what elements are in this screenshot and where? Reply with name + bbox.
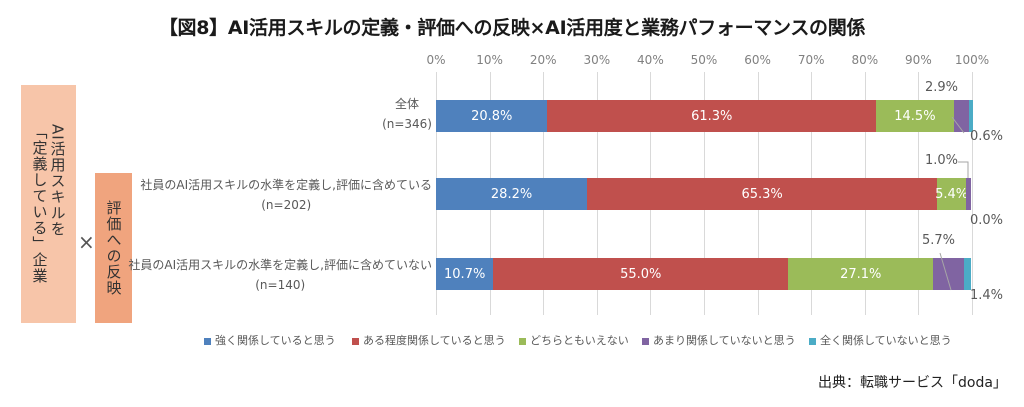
data-label-inside: 28.2%: [490, 186, 533, 202]
x-tick-label: 70%: [797, 53, 825, 67]
legend-item-not-very-related: あまり関係していないと思う: [642, 333, 796, 349]
data-label-inside: 61.3%: [691, 108, 733, 124]
group-label-evaluation-text: 評価への反映: [104, 200, 123, 296]
legend-label: 強く関係していると思う: [215, 334, 336, 347]
legend-swatch-icon: [809, 337, 816, 345]
bar-segment: 14.5%: [876, 100, 954, 132]
data-label-outside: 0.0%: [970, 213, 1004, 228]
data-label-outside: 5.7%: [922, 233, 956, 248]
data-label-outside: 0.6%: [970, 129, 1004, 144]
data-label-outside: 1.4%: [970, 288, 1004, 303]
chart-title: 【図8】AI活用スキルの定義・評価への反映×AI活用度と業務パフォーマンスの関係: [158, 17, 866, 39]
legend-swatch-icon: [352, 337, 359, 345]
group-label-defined-companies: AI活用スキルを 「定義している」企業: [21, 85, 76, 323]
x-tick-label: 10%: [476, 53, 503, 67]
bar-segment: [969, 100, 973, 132]
bar-segment: [963, 258, 972, 290]
bar-segment: 61.3%: [547, 100, 877, 132]
bar-segment: 20.8%: [436, 100, 548, 132]
category-label-defined-not-evaluated: 社員のAI活用スキルの水準を定義し,評価に含めていない (n=140): [128, 255, 432, 295]
x-tick-label: 20%: [529, 53, 557, 67]
bar-segment: [966, 178, 972, 210]
bar-segment: [933, 258, 964, 290]
gridline: [972, 72, 973, 315]
category-label-line1: 社員のAI活用スキルの水準を定義し,評価に含めている: [140, 178, 432, 192]
legend-item-neutral: どちらともいえない: [519, 333, 629, 349]
category-label-defined-evaluated: 社員のAI活用スキルの水準を定義し,評価に含めている (n=202): [140, 175, 432, 215]
category-label-overall: 全体 (n=346): [382, 94, 432, 134]
bar-segment: 55.0%: [493, 258, 789, 290]
category-label-line1: 社員のAI活用スキルの水準を定義し,評価に含めていない: [128, 258, 432, 272]
category-label-line1: 全体: [395, 97, 420, 111]
bar-segment: 10.7%: [436, 258, 494, 290]
category-label-line2: (n=202): [261, 198, 312, 212]
bar-row-defined-not-evaluated: 10.7% 55.0% 27.1%: [436, 258, 976, 290]
data-label-inside: 20.8%: [471, 108, 513, 124]
times-symbol: ×: [78, 230, 95, 254]
legend-item-not-related-at-all: 全く関係していないと思う: [809, 333, 952, 349]
data-label-outside: 2.9%: [925, 80, 959, 95]
bar-segment: 65.3%: [587, 178, 938, 210]
x-tick-label: 100%: [954, 53, 990, 67]
group-label-line1: AI活用スキルを: [48, 124, 67, 237]
legend-item-somewhat-related: ある程度関係していると思う: [352, 333, 506, 349]
legend-swatch-icon: [519, 337, 526, 345]
legend-label: どちらともいえない: [530, 334, 629, 347]
bar-segment: [953, 100, 970, 132]
category-label-line2: (n=346): [382, 117, 432, 131]
x-tick-label: 0%: [426, 53, 446, 67]
group-label-line2: 「定義している」企業: [30, 124, 49, 284]
legend-item-strongly-related: 強く関係していると思う: [204, 333, 336, 349]
source-credit: 出典：転職サービス「doda」: [818, 375, 1007, 391]
group-label-evaluation: 評価への反映: [95, 173, 132, 323]
data-label-inside: 10.7%: [444, 266, 486, 282]
legend-label: あまり関係していないと思う: [653, 334, 796, 347]
legend: 強く関係していると思う ある程度関係していると思う どちらともいえない あまり関…: [0, 333, 1024, 349]
data-label-inside: 55.0%: [620, 266, 662, 282]
category-label-line2: (n=140): [255, 278, 306, 292]
legend-label: ある程度関係していると思う: [363, 334, 506, 347]
x-tick-label: 90%: [905, 53, 932, 67]
bar-row-defined-evaluated: 28.2% 65.3% 5.4%: [436, 178, 976, 210]
bar-row-overall: 20.8% 61.3% 14.5%: [436, 100, 976, 132]
bar-segment: 28.2%: [436, 178, 588, 210]
x-tick-label: 80%: [851, 53, 879, 67]
x-tick-label: 40%: [637, 53, 664, 67]
legend-swatch-icon: [204, 337, 211, 345]
data-label-inside: 5.4%: [935, 186, 969, 202]
x-tick-label: 50%: [690, 53, 718, 67]
data-label-inside: 65.3%: [741, 186, 783, 202]
x-tick-label: 30%: [583, 53, 611, 67]
data-label-inside: 27.1%: [840, 266, 882, 282]
legend-label: 全く関係していないと思う: [820, 334, 952, 347]
data-label-outside: 1.0%: [925, 153, 959, 168]
bar-segment: 27.1%: [788, 258, 934, 290]
bar-segment: 5.4%: [935, 178, 969, 210]
group-label-defined-text: AI活用スキルを 「定義している」企業: [31, 124, 67, 284]
data-label-inside: 14.5%: [894, 108, 936, 124]
x-tick-label: 60%: [744, 53, 771, 67]
legend-swatch-icon: [642, 337, 649, 345]
